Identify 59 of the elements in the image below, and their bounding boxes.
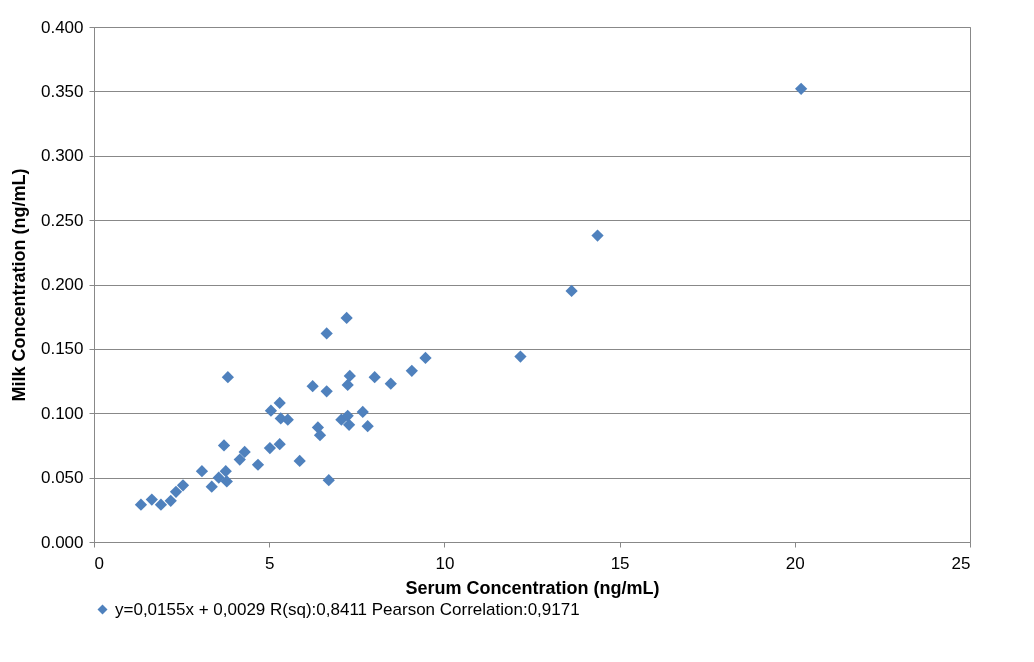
point (341, 378, 354, 392)
point (221, 371, 234, 384)
y-tick-label: 0.150 (40, 339, 84, 359)
x-tick-label: 15 (610, 553, 630, 573)
y-tick-label: 0.000 (40, 532, 84, 552)
point (419, 351, 432, 365)
point (514, 350, 527, 363)
point (405, 364, 418, 377)
point (233, 453, 246, 466)
point (176, 479, 190, 492)
x-tick-label: 10 (435, 553, 455, 573)
point (591, 229, 604, 242)
y-tick-label: 0.400 (40, 17, 84, 37)
point (273, 396, 286, 410)
y-axis-title: Milk Concentration (ng/mL) (8, 168, 29, 402)
y-tick-label: 0.350 (40, 81, 84, 101)
point (273, 438, 286, 451)
x-tick-label: 20 (785, 553, 805, 573)
x-tick-label: 5 (264, 553, 275, 573)
point (134, 498, 148, 511)
point (219, 465, 232, 478)
point (356, 405, 369, 419)
legend-label: y=0,0155x + 0,0029 R(sq):0,8411 Pearson Correlation:0,9171 (115, 599, 580, 619)
x-tick-label: 25 (951, 553, 971, 573)
x-axis-title: Serum Concentration (ng/mL) (405, 577, 660, 598)
y-tick-label: 0.050 (40, 468, 84, 488)
point (238, 445, 251, 458)
point (195, 465, 209, 478)
point (384, 377, 397, 390)
x-tick-label: 0 (94, 553, 104, 573)
point (341, 409, 354, 422)
point (306, 380, 319, 393)
point (320, 327, 333, 340)
point (145, 493, 158, 506)
point (212, 471, 225, 484)
y-tick-label: 0.100 (40, 403, 84, 423)
point (251, 458, 265, 471)
point (154, 498, 168, 511)
point (343, 369, 356, 383)
point (164, 494, 177, 507)
point (169, 485, 183, 498)
point (794, 82, 808, 95)
point (320, 385, 333, 398)
point (342, 418, 356, 431)
point (217, 439, 231, 452)
y-tick-label: 0.250 (40, 210, 84, 230)
point (313, 429, 327, 442)
point (565, 284, 578, 298)
point (322, 474, 335, 487)
point (368, 371, 381, 384)
point (205, 480, 218, 493)
point (361, 420, 374, 433)
point (263, 441, 277, 455)
point (220, 475, 233, 488)
point (340, 311, 353, 325)
y-tick-label: 0.200 (40, 275, 84, 294)
y-tick-label: 0.300 (40, 146, 84, 166)
point (264, 404, 278, 417)
point (293, 454, 306, 468)
